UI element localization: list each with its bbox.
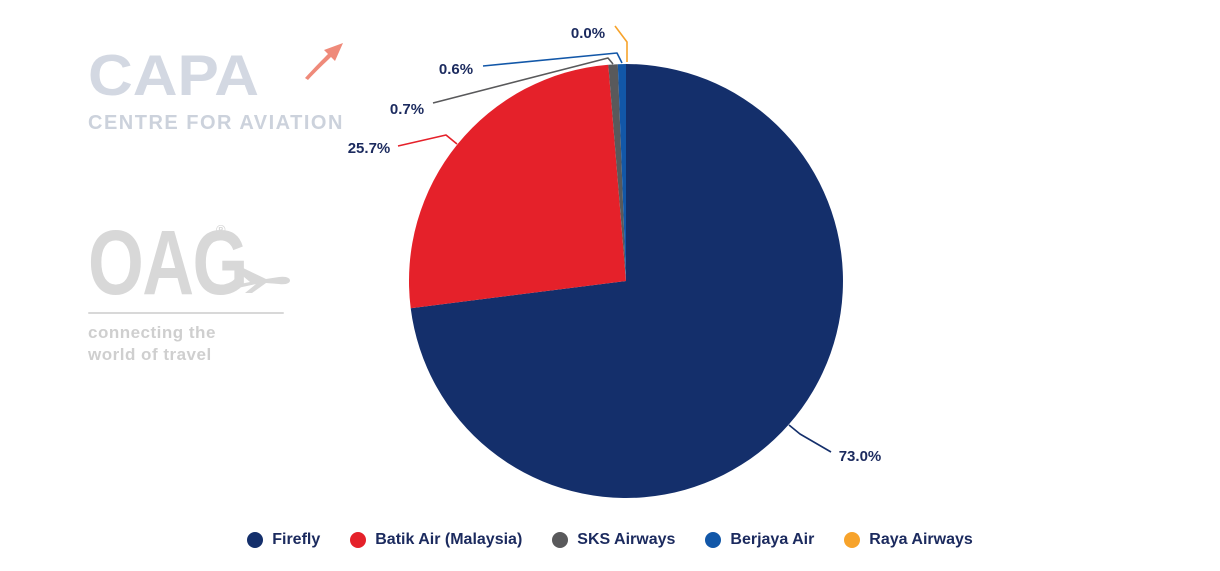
legend-label-raya-airways: Raya Airways: [869, 531, 973, 548]
legend-item-firefly[interactable]: Firefly: [247, 531, 320, 549]
pie-slice-firefly[interactable]: [410, 64, 843, 498]
capa-logo: CAPA CENTRE FOR AVIATION: [88, 43, 344, 135]
slice-value-label-sks-airways: 0.7%: [390, 101, 424, 118]
slice-value-label-batik-air-malaysia: 25.7%: [348, 140, 391, 157]
oag-tagline-line1: connecting the: [88, 323, 216, 342]
chart-legend: Firefly Batik Air (Malaysia) SKS Airways Be…: [0, 531, 1220, 549]
oag-logo: OAG ® connecting the world of travel: [88, 212, 292, 366]
oag-tagline: connecting the world of travel: [88, 322, 292, 366]
leader-line-berjaya-air: [482, 52, 623, 67]
legend-label-firefly: Firefly: [272, 531, 321, 548]
slice-value-label-firefly: 73.0%: [839, 448, 882, 465]
leader-line-batik-air-malaysia: [397, 134, 458, 147]
legend-item-sks-airways[interactable]: SKS Airways: [552, 531, 675, 549]
pie-slice-batik-air-malaysia[interactable]: [408, 64, 626, 309]
leader-line-firefly: [788, 424, 832, 453]
pie-slice-sks-airways[interactable]: [608, 64, 626, 281]
slice-value-label-raya-airways: 0.0%: [571, 25, 605, 42]
slice-value-label-berjaya-air: 0.6%: [439, 61, 473, 78]
capa-arrow-icon: [305, 43, 343, 80]
capa-logo-subtitle: CENTRE FOR AVIATION: [88, 112, 344, 134]
legend-swatch-sks-airways: [552, 532, 569, 548]
legend-swatch-firefly: [247, 532, 264, 548]
legend-swatch-berjaya-air: [705, 532, 722, 548]
legend-label-berjaya-air: Berjaya Air: [730, 531, 815, 548]
legend-item-batik-air-malaysia[interactable]: Batik Air (Malaysia): [350, 531, 522, 549]
oag-underline: [88, 312, 284, 314]
legend-item-berjaya-air[interactable]: Berjaya Air: [705, 531, 814, 549]
registered-mark: ®: [216, 222, 226, 237]
legend-label-batik-air-malaysia: Batik Air (Malaysia): [375, 531, 523, 548]
oag-tagline-line2: world of travel: [88, 345, 212, 365]
capa-logo-text: CAPA: [88, 44, 260, 108]
leader-line-sks-airways: [432, 57, 614, 104]
pie-slice-berjaya-air[interactable]: [617, 64, 626, 281]
legend-swatch-raya-airways: [844, 532, 861, 548]
legend-label-sks-airways: SKS Airways: [577, 531, 676, 548]
airplane-icon: [220, 267, 290, 293]
legend-item-raya-airways[interactable]: Raya Airways: [844, 531, 973, 549]
leader-line-raya-airways: [614, 25, 628, 62]
legend-swatch-batik-air-malaysia: [350, 532, 367, 548]
oag-logo-text: OAG: [88, 212, 248, 314]
